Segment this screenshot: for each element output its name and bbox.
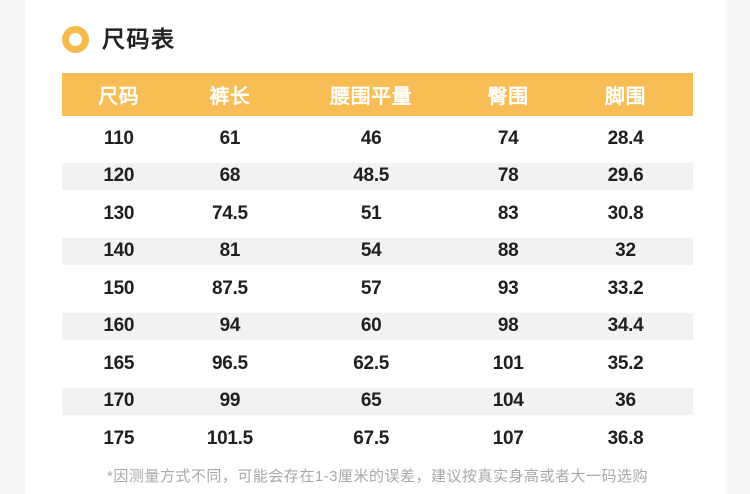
table-cell: 65 — [360, 390, 382, 412]
table-cell: 96.5 — [211, 352, 248, 374]
table-row: 140 81 54 88 32 — [62, 232, 693, 270]
table-cell: 130 — [103, 202, 135, 224]
table-cell: 60 — [360, 315, 382, 337]
table-header-cell: 腰围平量 — [330, 86, 413, 108]
table-cell: 78 — [497, 165, 519, 187]
table-cell: 74.5 — [211, 202, 248, 224]
table-cell: 87.5 — [211, 277, 248, 299]
table-cell: 68 — [219, 165, 241, 187]
table-row: 175 101.5 67.5 107 36.8 — [62, 420, 693, 458]
table-row: 130 74.5 51 83 30.8 — [62, 195, 693, 233]
table-cell: 30.8 — [607, 202, 644, 224]
table-cell: 170 — [103, 390, 135, 412]
footnote: *因测量方式不同，可能会存在1-3厘米的误差，建议按真实身高或者大一码选购 — [106, 468, 649, 485]
table-header-cell: 尺码 — [98, 86, 140, 108]
table-cell: 48.5 — [353, 165, 390, 187]
table-row: 120 68 48.5 78 29.6 — [62, 157, 693, 195]
table-cell: 150 — [103, 277, 135, 299]
table-cell: 32 — [615, 240, 636, 262]
table-cell: 81 — [219, 240, 241, 262]
table-cell: 28.4 — [607, 127, 644, 149]
section-header: 尺码表 — [62, 26, 176, 53]
page-title: 尺码表 — [102, 26, 176, 52]
table-row: 165 96.5 62.5 101 35.2 — [62, 345, 693, 383]
table-cell: 101 — [492, 352, 524, 374]
table-header-cell: 裤长 — [209, 86, 251, 108]
table-header-cell: 脚围 — [604, 86, 646, 108]
table-cell: 54 — [360, 240, 382, 262]
table-cell: 140 — [103, 240, 135, 262]
table-cell: 104 — [492, 390, 524, 412]
table-row: 170 99 65 104 36 — [62, 382, 693, 420]
table-cell: 120 — [103, 165, 135, 187]
table-cell: 67.5 — [353, 427, 390, 449]
table-cell: 61 — [219, 127, 241, 149]
table-cell: 93 — [497, 277, 519, 299]
table-row: 150 87.5 57 93 33.2 — [62, 270, 693, 308]
table-cell: 29.6 — [607, 165, 644, 187]
table-cell: 160 — [103, 315, 135, 337]
table-cell: 36 — [615, 390, 636, 412]
table-row: 160 94 60 98 34.4 — [62, 307, 693, 345]
content-area: 尺码表 尺码 裤长 腰围平量 臀围 脚围 110 61 46 74 28.4 120 68 48.5 7… — [25, 0, 726, 494]
table-cell: 99 — [219, 390, 241, 412]
table-cell: 62.5 — [353, 352, 390, 374]
table-cell: 33.2 — [607, 277, 644, 299]
table-body: 110 61 46 74 28.4 120 68 48.5 78 29.6 130 74.5 51 83 3… — [62, 120, 693, 458]
table-cell: 35.2 — [607, 352, 644, 374]
table-cell: 51 — [360, 202, 382, 224]
table-cell: 88 — [497, 240, 519, 262]
table-cell: 34.4 — [607, 315, 644, 337]
table-cell: 98 — [497, 315, 519, 337]
table-cell: 107 — [492, 427, 524, 449]
circle-marker-icon — [62, 26, 89, 53]
table-cell: 36.8 — [607, 427, 644, 449]
table-header-row: 尺码 裤长 腰围平量 臀围 脚围 — [62, 73, 693, 116]
table-cell: 165 — [103, 352, 135, 374]
table-header-cell: 臀围 — [487, 86, 529, 108]
table-cell: 83 — [497, 202, 519, 224]
size-table: 尺码 裤长 腰围平量 臀围 脚围 110 61 46 74 28.4 120 68 48.5 78 29.… — [62, 73, 693, 458]
table-cell: 74 — [497, 127, 519, 149]
table-cell: 101.5 — [206, 427, 253, 449]
table-cell: 110 — [103, 127, 134, 149]
table-cell: 175 — [103, 427, 135, 449]
table-cell: 94 — [219, 315, 241, 337]
table-cell: 46 — [360, 127, 382, 149]
table-cell: 57 — [360, 277, 382, 299]
table-row: 110 61 46 74 28.4 — [62, 120, 693, 158]
